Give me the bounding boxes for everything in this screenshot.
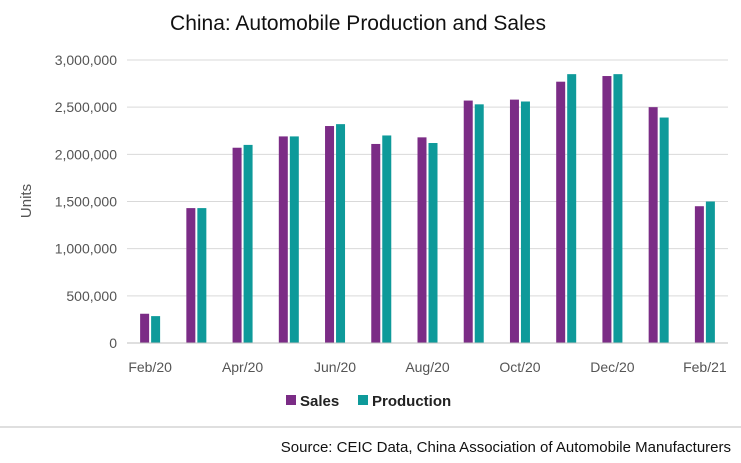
bar-production-feb-20 bbox=[151, 316, 161, 343]
y-tick-label: 2,000,000 bbox=[55, 146, 117, 162]
bar-production-jan-21 bbox=[659, 117, 669, 343]
bar-sales-jan-21 bbox=[648, 107, 658, 344]
x-tick-label: Apr/20 bbox=[222, 359, 263, 375]
chart-title: China: Automobile Production and Sales bbox=[170, 12, 546, 35]
y-axis-ticks: 0 500,000 1,000,000 1,500,000 2,000,000 2,500… bbox=[55, 52, 118, 351]
bar-production-nov-20 bbox=[567, 74, 577, 344]
gridlines bbox=[127, 59, 728, 297]
bar-sales-oct-20 bbox=[509, 99, 519, 344]
bar-production-jul-20 bbox=[382, 135, 392, 343]
x-tick-label: Oct/20 bbox=[499, 359, 540, 375]
bar-sales-nov-20 bbox=[556, 81, 566, 344]
x-tick-label: Aug/20 bbox=[405, 359, 450, 375]
bar-sales-apr-20 bbox=[232, 147, 242, 343]
bar-sales-aug-20 bbox=[417, 137, 427, 343]
bar-sales-feb-20 bbox=[140, 313, 150, 343]
bar-sales-jul-20 bbox=[371, 143, 381, 343]
bar-sales-dec-20 bbox=[602, 76, 612, 343]
y-tick-label: 3,000,000 bbox=[55, 52, 117, 68]
bar-sales-sep-20 bbox=[463, 100, 473, 344]
bar-production-may-20 bbox=[289, 136, 299, 343]
bar-sales-feb-21 bbox=[694, 206, 704, 343]
bar-production-oct-20 bbox=[520, 101, 530, 343]
y-tick-label: 500,000 bbox=[66, 288, 117, 304]
legend: Sales Production bbox=[286, 393, 451, 410]
bar-production-feb-21 bbox=[705, 201, 715, 343]
bars bbox=[140, 74, 715, 344]
legend-label-sales: Sales bbox=[300, 393, 339, 410]
y-tick-label: 1,500,000 bbox=[55, 194, 117, 210]
x-axis-ticks: Feb/20 Apr/20 Jun/20 Aug/20 Oct/20 Dec/20 Feb/… bbox=[128, 359, 727, 375]
y-tick-label: 2,500,000 bbox=[55, 99, 117, 115]
y-tick-label: 0 bbox=[109, 335, 117, 351]
bar-production-dec-20 bbox=[613, 74, 623, 344]
bar-production-apr-20 bbox=[243, 144, 253, 343]
bar-production-mar-20 bbox=[197, 208, 207, 343]
bar-sales-mar-20 bbox=[186, 208, 196, 343]
bar-sales-may-20 bbox=[278, 136, 288, 343]
bar-production-aug-20 bbox=[428, 143, 438, 343]
bar-sales-jun-20 bbox=[325, 126, 335, 344]
x-tick-label: Feb/20 bbox=[128, 359, 172, 375]
legend-label-production: Production bbox=[372, 393, 451, 410]
source-note: Source: CEIC Data, China Association of … bbox=[281, 439, 731, 456]
x-tick-label: Jun/20 bbox=[314, 359, 356, 375]
legend-swatch-sales bbox=[286, 395, 296, 405]
bar-production-sep-20 bbox=[474, 104, 484, 343]
bar-production-jun-20 bbox=[336, 124, 346, 343]
legend-swatch-production bbox=[358, 395, 368, 405]
y-axis-title: Units bbox=[18, 184, 35, 218]
x-tick-label: Dec/20 bbox=[590, 359, 635, 375]
x-tick-label: Feb/21 bbox=[683, 359, 727, 375]
y-tick-label: 1,000,000 bbox=[55, 241, 117, 257]
